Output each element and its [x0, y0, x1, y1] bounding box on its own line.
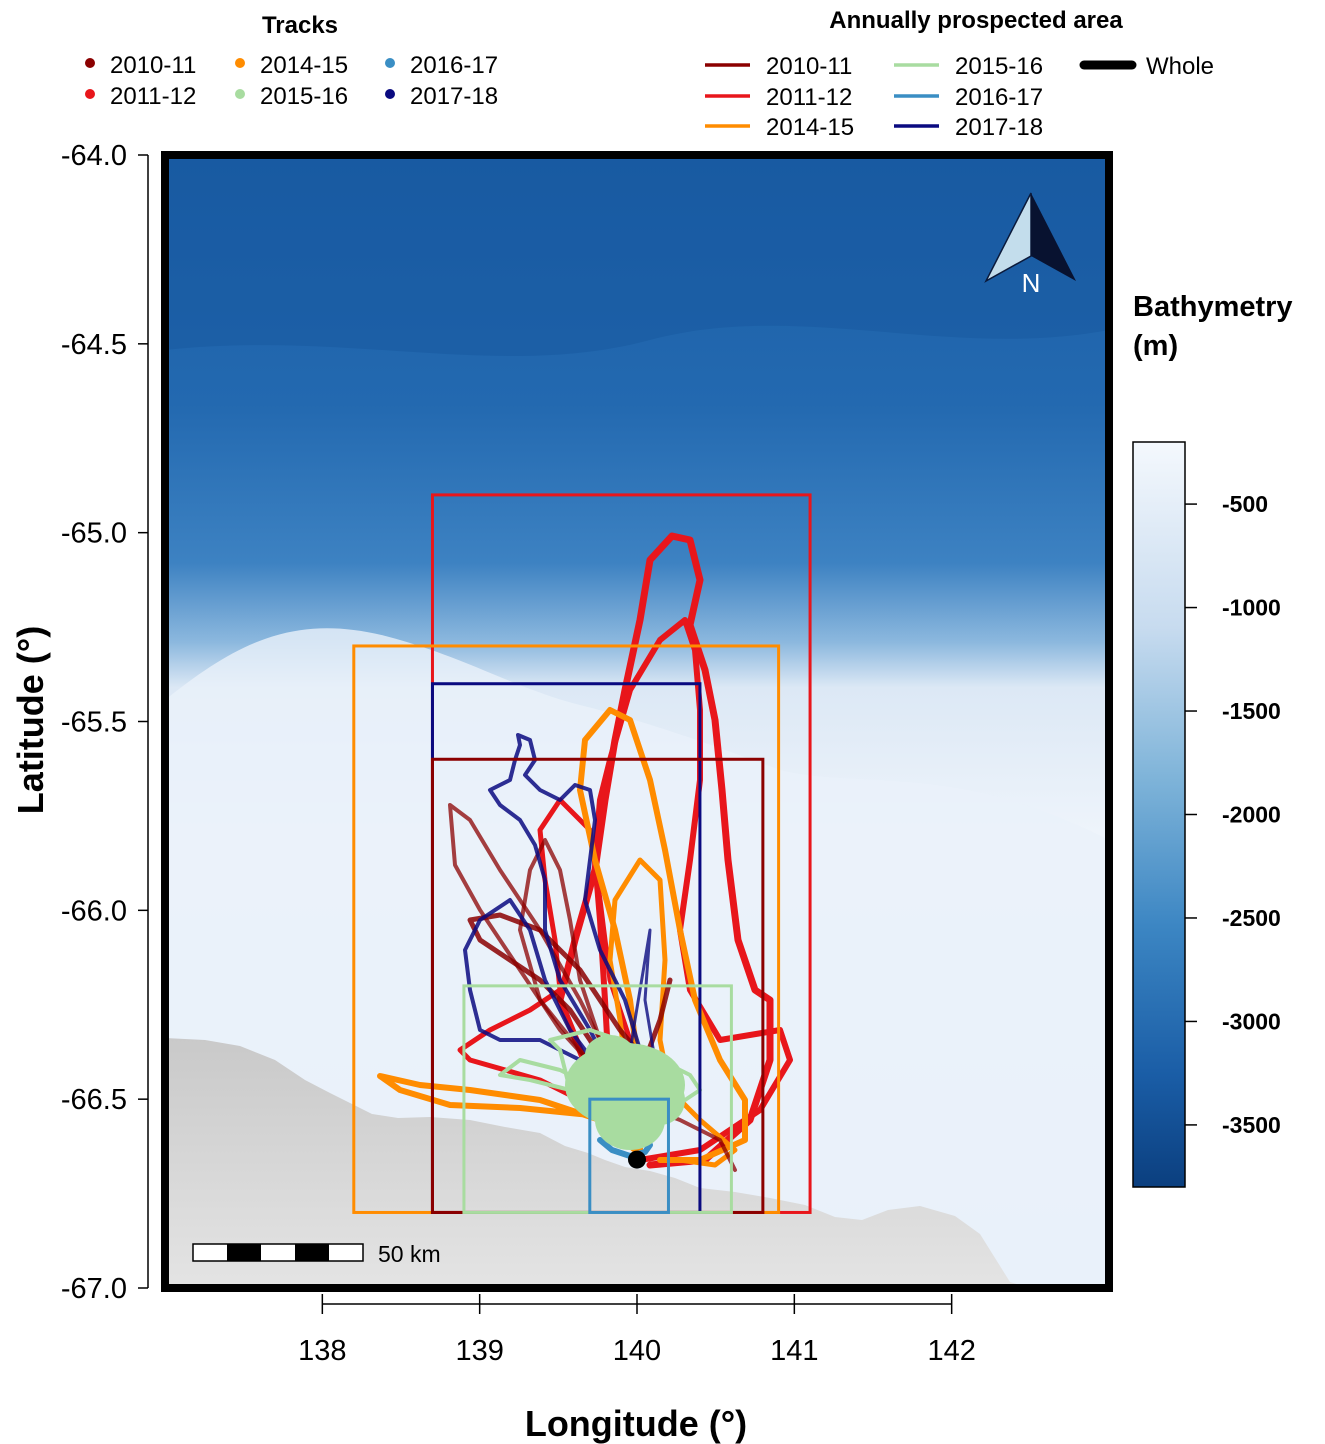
- track-legend-label: 2017-18: [410, 83, 498, 110]
- colorbar-ticks: -500 -1000 -1500 -2000 -2500 -3000 -3500: [1185, 491, 1281, 1138]
- area-legend-label: 2010-11: [766, 53, 852, 80]
- colorbar-gradient: [1132, 441, 1186, 1188]
- area-legend-title: Annually prospected area: [829, 7, 1123, 34]
- track-2014-15: [577, 707, 748, 1163]
- x-tick-label: 138: [298, 1335, 346, 1367]
- track-2015-16-cloud: [565, 1035, 685, 1150]
- y-tick-label: -64.5: [61, 329, 127, 361]
- x-tick-label: 139: [455, 1335, 503, 1367]
- x-tick-label: 142: [927, 1335, 975, 1367]
- antarctic-coast-land: [165, 1038, 1030, 1288]
- track-2015-16: [498, 1028, 702, 1112]
- x-axis: 138 139 140 141 142: [298, 1294, 976, 1367]
- colorbar-tick-label: -2500: [1222, 905, 1281, 931]
- map-frame: [161, 151, 1113, 1292]
- colorbar-unit: (m): [1133, 330, 1178, 362]
- x-tick-label: 140: [613, 1335, 661, 1367]
- area-legend-label: 2017-18: [955, 114, 1043, 141]
- colorbar-tick-label: -2000: [1222, 802, 1281, 828]
- track-legend-dot: [85, 58, 95, 68]
- track-legend-label: 2011-12: [110, 83, 196, 110]
- deep-basin-shade: [165, 155, 1109, 357]
- track-legend-dot: [235, 58, 245, 68]
- north-label: N: [1022, 268, 1041, 298]
- colorbar-tick-label: -3500: [1222, 1112, 1281, 1138]
- bathymetry-colorbar: Bathymetry (m) -500-1000-1500-2000-2500-…: [1132, 291, 1293, 1188]
- north-arrow-icon: N: [984, 192, 1076, 298]
- colorbar-title: Bathymetry: [1133, 291, 1293, 323]
- area-legend-label: 2014-15: [766, 114, 854, 141]
- prospected-area-2016-17: [588, 1097, 670, 1214]
- track-legend-dot: [235, 89, 245, 99]
- tracks-legend-items: 2010-11 2014-15 2016-17 2011-12 2015-16 2017-…: [85, 52, 498, 110]
- area-legend-label: 2016-17: [955, 84, 1043, 111]
- y-tick-label: -65.5: [61, 707, 127, 739]
- area-legend-label: 2015-16: [955, 53, 1043, 80]
- track-legend-label: 2015-16: [260, 83, 348, 110]
- track-legend-dot: [85, 89, 95, 99]
- colony-whole-marker: [628, 1150, 646, 1169]
- y-tick-label: -64.0: [61, 140, 127, 172]
- prospected-areas-layer: [352, 493, 812, 1214]
- y-tick-label: -66.5: [61, 1084, 127, 1116]
- track-legend-dot: [385, 58, 395, 68]
- y-axis: -64.0 -64.5 -65.0 -65.5 -66.0 -66.5 -67.0: [61, 140, 149, 1305]
- y-axis-title: Latitude (°): [10, 626, 51, 814]
- scale-bar: 50 km: [192, 1241, 441, 1267]
- y-tick-label: -66.0: [61, 895, 127, 927]
- track-legend-label: 2014-15: [260, 52, 348, 79]
- x-axis-title: Longitude (°): [525, 1403, 747, 1444]
- colorbar-tick-label: -500: [1222, 491, 1268, 517]
- y-tick-label: -67.0: [61, 1273, 127, 1305]
- track-2014-15: [607, 857, 738, 1168]
- track-2014-15: [377, 1073, 638, 1153]
- track-legend-label: 2010-11: [110, 52, 196, 79]
- track-2017-18: [488, 733, 642, 1092]
- whole-legend-label: Whole: [1146, 53, 1214, 80]
- scale-bar-label: 50 km: [378, 1241, 441, 1267]
- area-legend-items: 2010-11 2011-12 2014-15 2015-16 2016-17 2017-…: [705, 53, 1043, 141]
- track-legend-dot: [385, 89, 395, 99]
- area-legend: Annually prospected area 2010-112011-122…: [705, 7, 1214, 141]
- map-panel: 50 km N: [161, 151, 1113, 1292]
- x-tick-label: 141: [770, 1335, 818, 1367]
- colorbar-tick-label: -1000: [1222, 595, 1281, 621]
- track-legend-label: 2016-17: [410, 52, 498, 79]
- colorbar-tick-label: -3000: [1222, 1008, 1281, 1034]
- area-legend-label: 2011-12: [766, 84, 852, 111]
- tracks-legend-title: Tracks: [262, 12, 338, 39]
- colorbar-tick-label: -1500: [1222, 698, 1281, 724]
- track-2017-18: [463, 898, 617, 1092]
- y-tick-label: -65.0: [61, 518, 127, 550]
- tracks-legend: Tracks 2010-11 2014-15 2016-17 2011-12 2015-…: [85, 12, 498, 110]
- tracks-layer: [377, 532, 793, 1172]
